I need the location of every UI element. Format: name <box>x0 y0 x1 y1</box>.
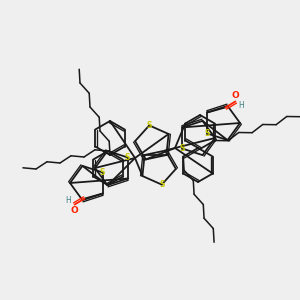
Text: S: S <box>180 144 185 153</box>
Text: H: H <box>66 196 71 205</box>
Text: S: S <box>159 180 164 189</box>
Text: S: S <box>147 121 152 130</box>
Text: O: O <box>232 91 239 100</box>
Text: O: O <box>71 206 78 215</box>
Text: H: H <box>238 101 244 110</box>
Text: S: S <box>125 153 130 162</box>
Text: S: S <box>205 129 210 138</box>
Text: S: S <box>100 168 105 177</box>
